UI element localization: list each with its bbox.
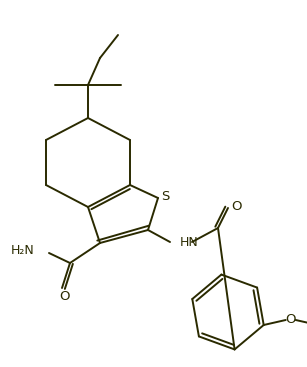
- Text: H₂N: H₂N: [11, 243, 35, 257]
- Text: S: S: [161, 190, 169, 203]
- Text: O: O: [59, 290, 69, 302]
- Text: HN: HN: [180, 236, 199, 248]
- Text: O: O: [231, 200, 241, 214]
- Text: O: O: [286, 313, 296, 327]
